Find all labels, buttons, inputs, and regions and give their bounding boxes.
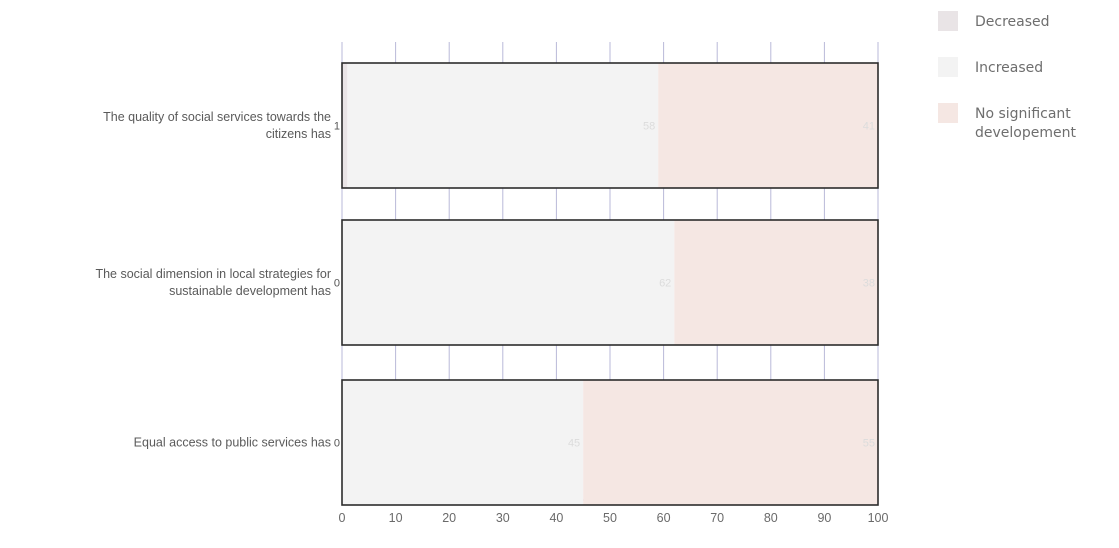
- category-labels: The quality of social services towards t…: [95, 110, 331, 450]
- bar-segment: [583, 380, 878, 505]
- x-tick-label: 90: [817, 511, 831, 525]
- legend: Decreased Increased No significant develope…: [938, 11, 1076, 141]
- category-label: citizens has: [266, 127, 331, 141]
- legend-swatch: [938, 11, 958, 31]
- legend-label: No significant: [975, 106, 1071, 122]
- legend-label: Increased: [975, 60, 1043, 76]
- category-label: The quality of social services towards t…: [103, 110, 331, 124]
- legend-swatch: [938, 103, 958, 123]
- bar-outline: [341, 379, 879, 506]
- category-label: The social dimension in local strategies…: [95, 267, 331, 281]
- category-label: sustainable development has: [169, 284, 331, 298]
- data-label: 62: [659, 278, 671, 290]
- data-label: 45: [568, 438, 580, 450]
- data-label: 0: [334, 278, 340, 290]
- x-tick-label: 80: [764, 511, 778, 525]
- legend-label: developement: [975, 125, 1076, 141]
- bar-outline: [341, 62, 879, 189]
- data-label: 55: [863, 438, 875, 450]
- x-tick-label: 70: [710, 511, 724, 525]
- x-tick-label: 30: [496, 511, 510, 525]
- x-tick-label: 10: [389, 511, 403, 525]
- bars: 1 58 41 0 62 38 0 45 55: [334, 62, 879, 506]
- data-label: 41: [863, 121, 875, 133]
- legend-label: Decreased: [975, 14, 1050, 30]
- bar-segment: [342, 380, 584, 505]
- bar-segment: [342, 63, 348, 188]
- legend-swatch: [938, 57, 958, 77]
- data-label: 0: [334, 438, 340, 450]
- bar-segment: [674, 220, 878, 345]
- x-tick-label: 60: [657, 511, 671, 525]
- x-tick-label: 40: [549, 511, 563, 525]
- x-tick-label: 50: [603, 511, 617, 525]
- bar-segment: [342, 220, 675, 345]
- bar-outline: [341, 219, 879, 346]
- x-axis-ticks: 0 10 20 30 40 50 60 70 80 90 100: [339, 511, 889, 525]
- bar-segment: [347, 63, 659, 188]
- x-tick-label: 0: [339, 511, 346, 525]
- data-label: 58: [643, 121, 655, 133]
- x-tick-label: 100: [868, 511, 889, 525]
- x-tick-label: 20: [442, 511, 456, 525]
- category-label: Equal access to public services has: [134, 436, 331, 450]
- data-label: 1: [334, 121, 340, 133]
- data-label: 38: [863, 278, 875, 290]
- bar-segment: [658, 63, 878, 188]
